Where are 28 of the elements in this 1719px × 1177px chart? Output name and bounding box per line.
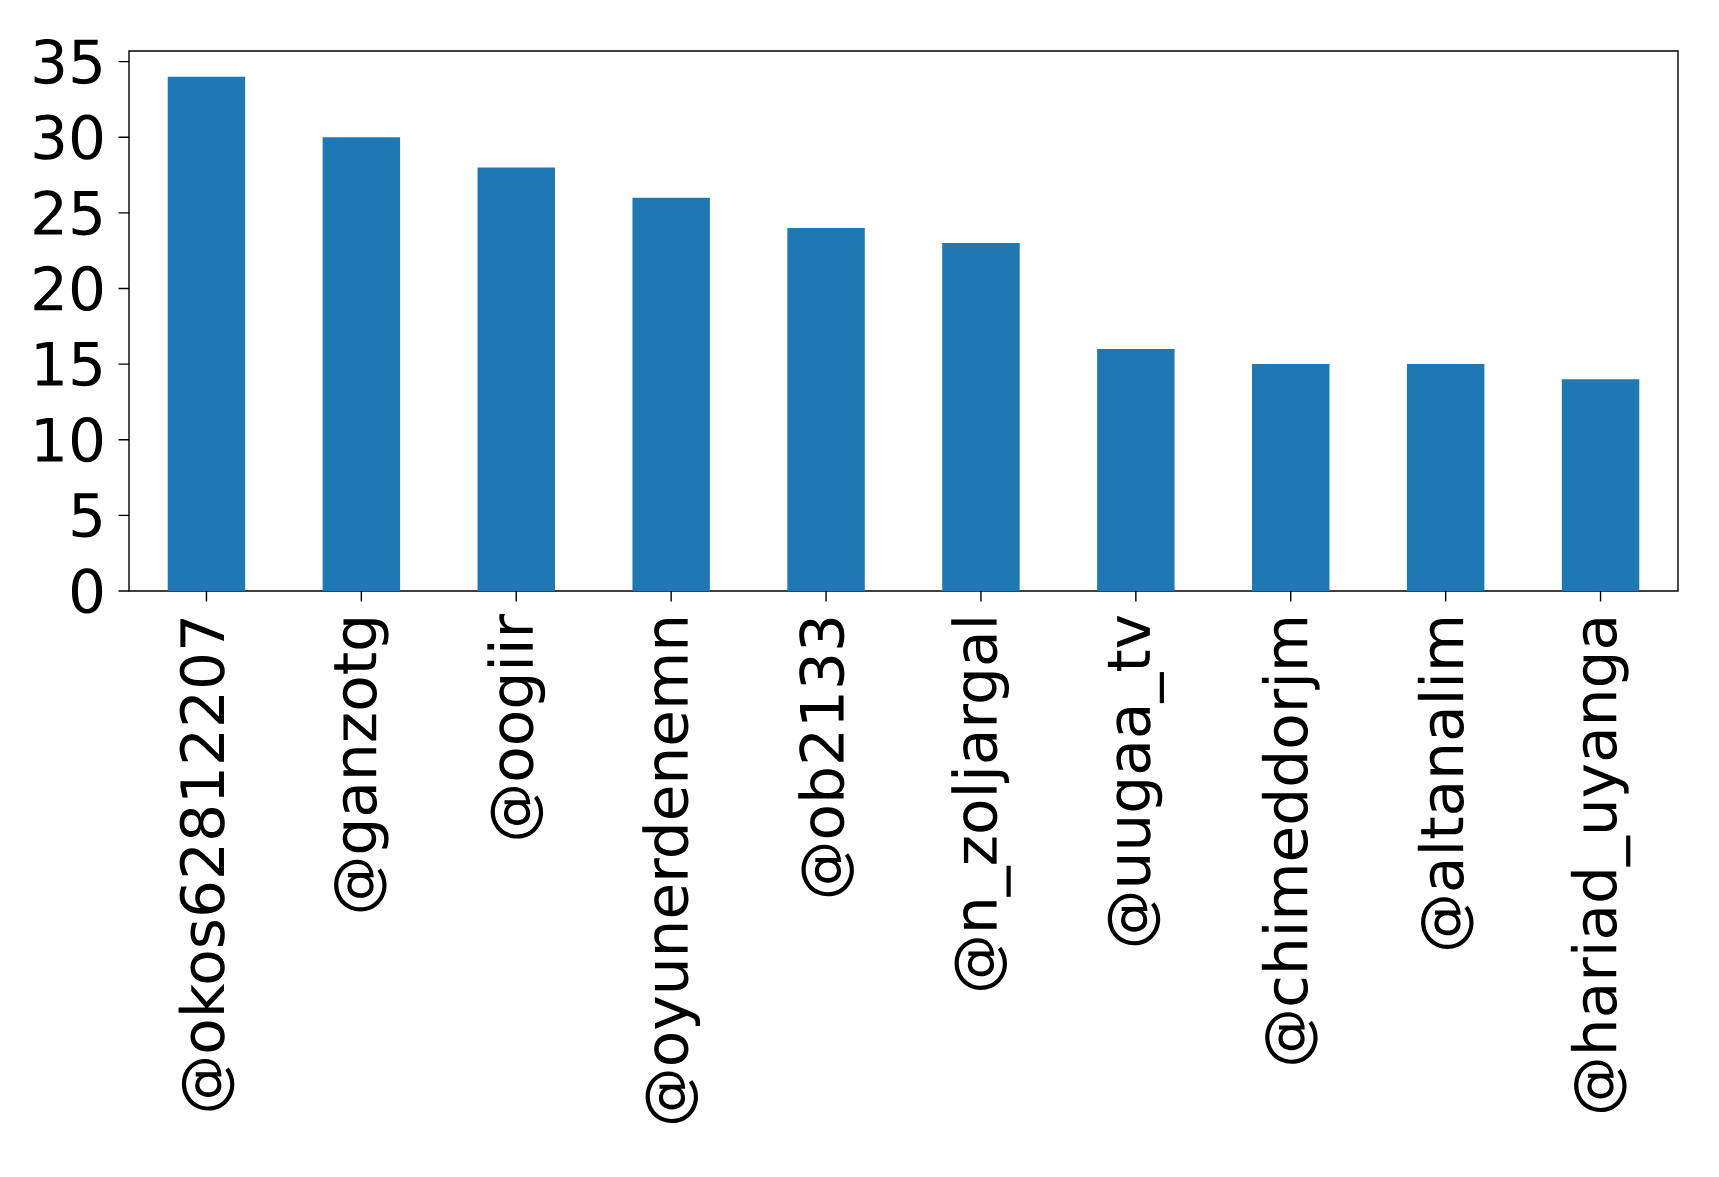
bar [477, 167, 555, 591]
bar [1252, 364, 1330, 591]
bar [942, 243, 1020, 591]
x-tick-label: @ganzotg [334, 619, 389, 912]
x-tick-label: @oogiir [487, 613, 546, 839]
x-tick-label: @okos62812207 [178, 619, 235, 1111]
y-tick-label: 15 [36, 341, 101, 387]
y-tick-label: 10 [36, 417, 103, 463]
x-tick-label: @ob2133 [798, 618, 854, 897]
x-tick-label: @chimeddorjm [1261, 618, 1320, 1064]
bar [1097, 348, 1175, 591]
bar [322, 137, 401, 591]
y-tick-label: 0 [71, 568, 103, 614]
bar [167, 76, 246, 591]
y-tick-label: 20 [34, 265, 103, 312]
x-tick-label: @uugaa_tv [1107, 615, 1164, 946]
x-tick-label: @oyunerdenemn [642, 618, 701, 1124]
y-tick-label: 30 [34, 114, 103, 160]
x-tick-label: @n_zoljargal [951, 619, 1011, 990]
y-tick-label: 25 [34, 190, 101, 236]
x-tick-label: @hariad_uyanga [1570, 619, 1631, 1113]
y-tick-label: 35 [34, 38, 101, 85]
x-tick-label: @altanalim [1417, 618, 1474, 949]
bar [787, 227, 865, 591]
bar [1406, 364, 1485, 591]
y-tick-label: 5 [72, 493, 101, 538]
bar [632, 197, 710, 591]
bar [1561, 379, 1640, 591]
